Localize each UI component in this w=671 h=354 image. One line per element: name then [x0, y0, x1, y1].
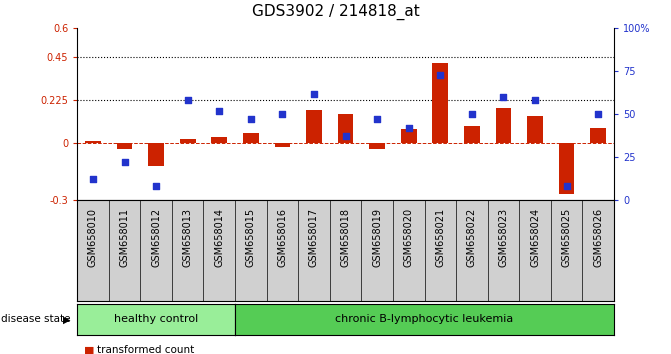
- Point: [403, 125, 414, 131]
- Text: ▶: ▶: [62, 314, 70, 325]
- Point: [466, 111, 477, 117]
- Bar: [117, 143, 132, 149]
- Point: [277, 111, 288, 117]
- Text: GSM658022: GSM658022: [467, 208, 477, 267]
- Bar: [464, 126, 480, 143]
- Bar: [559, 143, 574, 194]
- Bar: [401, 130, 417, 143]
- Bar: [338, 114, 354, 143]
- Bar: [432, 63, 448, 143]
- Text: GSM658017: GSM658017: [309, 208, 319, 267]
- Point: [183, 98, 193, 103]
- Text: GSM658019: GSM658019: [372, 208, 382, 267]
- Bar: [496, 108, 511, 143]
- Text: GSM658016: GSM658016: [277, 208, 287, 267]
- Point: [529, 98, 540, 103]
- Bar: [180, 139, 195, 143]
- Text: GSM658015: GSM658015: [246, 208, 256, 267]
- Bar: [243, 133, 259, 143]
- Bar: [85, 141, 101, 143]
- Text: GSM658012: GSM658012: [151, 208, 161, 267]
- Text: disease state: disease state: [1, 314, 70, 325]
- Text: transformed count: transformed count: [97, 346, 195, 354]
- Point: [151, 183, 162, 189]
- Point: [340, 134, 351, 139]
- Bar: [274, 143, 291, 147]
- Text: GSM658010: GSM658010: [88, 208, 98, 267]
- Text: GSM658018: GSM658018: [341, 208, 350, 267]
- Point: [88, 177, 99, 182]
- Text: GSM658013: GSM658013: [183, 208, 193, 267]
- Text: ■: ■: [84, 346, 95, 354]
- Text: healthy control: healthy control: [114, 314, 198, 325]
- Text: GSM658024: GSM658024: [530, 208, 540, 267]
- Text: GDS3902 / 214818_at: GDS3902 / 214818_at: [252, 4, 419, 20]
- Point: [592, 111, 603, 117]
- Text: chronic B-lymphocytic leukemia: chronic B-lymphocytic leukemia: [336, 314, 513, 325]
- Bar: [148, 143, 164, 166]
- Text: GSM658014: GSM658014: [214, 208, 224, 267]
- Text: GSM658020: GSM658020: [404, 208, 414, 267]
- Point: [561, 183, 572, 189]
- Point: [309, 91, 319, 96]
- Text: GSM658021: GSM658021: [435, 208, 446, 267]
- Text: GSM658011: GSM658011: [119, 208, 130, 267]
- Point: [435, 72, 446, 78]
- Bar: [306, 110, 322, 143]
- Bar: [211, 137, 227, 143]
- Bar: [369, 143, 385, 149]
- Point: [246, 116, 256, 122]
- Point: [372, 116, 382, 122]
- Point: [214, 108, 225, 114]
- Bar: [590, 127, 606, 143]
- Point: [119, 159, 130, 165]
- Text: GSM658026: GSM658026: [593, 208, 603, 267]
- Text: GSM658025: GSM658025: [562, 208, 572, 267]
- Bar: [527, 116, 543, 143]
- Text: GSM658023: GSM658023: [499, 208, 509, 267]
- Point: [498, 94, 509, 100]
